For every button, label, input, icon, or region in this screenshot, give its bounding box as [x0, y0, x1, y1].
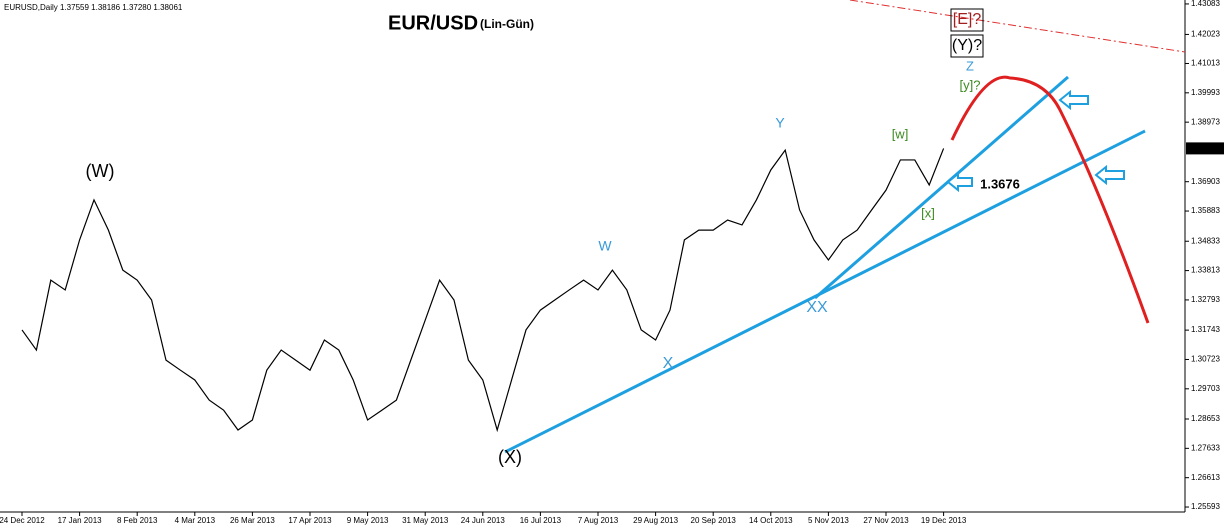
wave-label: 1.3676 [980, 176, 1020, 191]
y-tick-label: 1.34833 [1191, 236, 1220, 245]
y-tick-label: 1.33813 [1191, 266, 1220, 275]
x-tick-label: 29 Aug 2013 [633, 516, 678, 525]
wave-label: X [663, 355, 674, 372]
projection-curve [950, 75, 1150, 324]
x-tick-label: 24 Dec 2012 [0, 516, 45, 525]
x-tick-label: 20 Sep 2013 [691, 516, 737, 525]
y-tick-label: 1.36903 [1191, 177, 1220, 186]
x-tick-label: 26 Mar 2013 [230, 516, 275, 525]
x-tick-label: 7 Aug 2013 [578, 516, 619, 525]
y-tick-label: 1.31743 [1191, 325, 1220, 334]
y-tick-label: 1.28653 [1191, 414, 1220, 423]
x-tick-label: 17 Apr 2013 [288, 516, 332, 525]
chart-title: EUR/USD [388, 12, 478, 34]
y-tick-label: 1.30723 [1191, 355, 1220, 364]
x-tick-label: 16 Jul 2013 [520, 516, 562, 525]
wave-label: [x] [921, 205, 935, 220]
x-tick-label: 19 Dec 2013 [921, 516, 967, 525]
arrow [1058, 89, 1089, 111]
y-tick-label: 1.39993 [1191, 88, 1220, 97]
wave-label: (X) [498, 447, 522, 467]
y-tick-label: 1.42023 [1191, 30, 1220, 39]
wave-label: [y]? [960, 77, 981, 92]
annotation-box [950, 34, 984, 58]
header: EURUSD,Daily 1.37559 1.38186 1.37280 1.3… [4, 3, 183, 12]
x-tick-label: 17 Jan 2013 [58, 516, 103, 525]
wave-label: (Y)? [952, 37, 982, 54]
x-tick-label: 4 Mar 2013 [175, 516, 216, 525]
wave-label: W [598, 238, 612, 254]
annotation-box [950, 8, 984, 32]
trend-line [814, 75, 1069, 300]
x-tick-label: 27 Nov 2013 [863, 516, 909, 525]
y-tick-label: 1.29703 [1191, 384, 1220, 393]
y-tick-label: 1.41013 [1191, 59, 1220, 68]
wave-label: [w] [892, 126, 909, 141]
price-line [21, 148, 945, 433]
wave-label: XX [806, 299, 828, 316]
x-tick-label: 9 May 2013 [347, 516, 389, 525]
y-tick-label: 1.43083 [1191, 0, 1220, 8]
arrow [1094, 164, 1125, 186]
x-tick-label: 31 May 2013 [402, 516, 449, 525]
x-tick-label: 14 Oct 2013 [749, 516, 793, 525]
x-tick-label: 5 Nov 2013 [808, 516, 849, 525]
x-tick-label: 24 Jun 2013 [461, 516, 506, 525]
wave-label: Y [775, 115, 785, 131]
price-label-bg [1186, 142, 1224, 155]
wave-label: [E]? [953, 11, 982, 28]
y-tick-label: 1.27633 [1191, 443, 1220, 452]
y-tick-label: 1.26613 [1191, 473, 1220, 482]
wave-label: (W) [86, 161, 115, 181]
wave-label: Z [966, 58, 974, 73]
y-tick-label: 1.32793 [1191, 295, 1220, 304]
x-tick-label: 8 Feb 2013 [117, 516, 158, 525]
y-tick-label: 1.35883 [1191, 206, 1220, 215]
y-tick-label: 1.25593 [1191, 502, 1220, 511]
arrow [946, 171, 973, 193]
trend-line [504, 129, 1146, 454]
y-tick-label: 1.38973 [1191, 117, 1220, 126]
last-price-label: 1.38061 [1189, 144, 1218, 153]
chart-subtitle: (Lin-Gün) [480, 17, 534, 31]
